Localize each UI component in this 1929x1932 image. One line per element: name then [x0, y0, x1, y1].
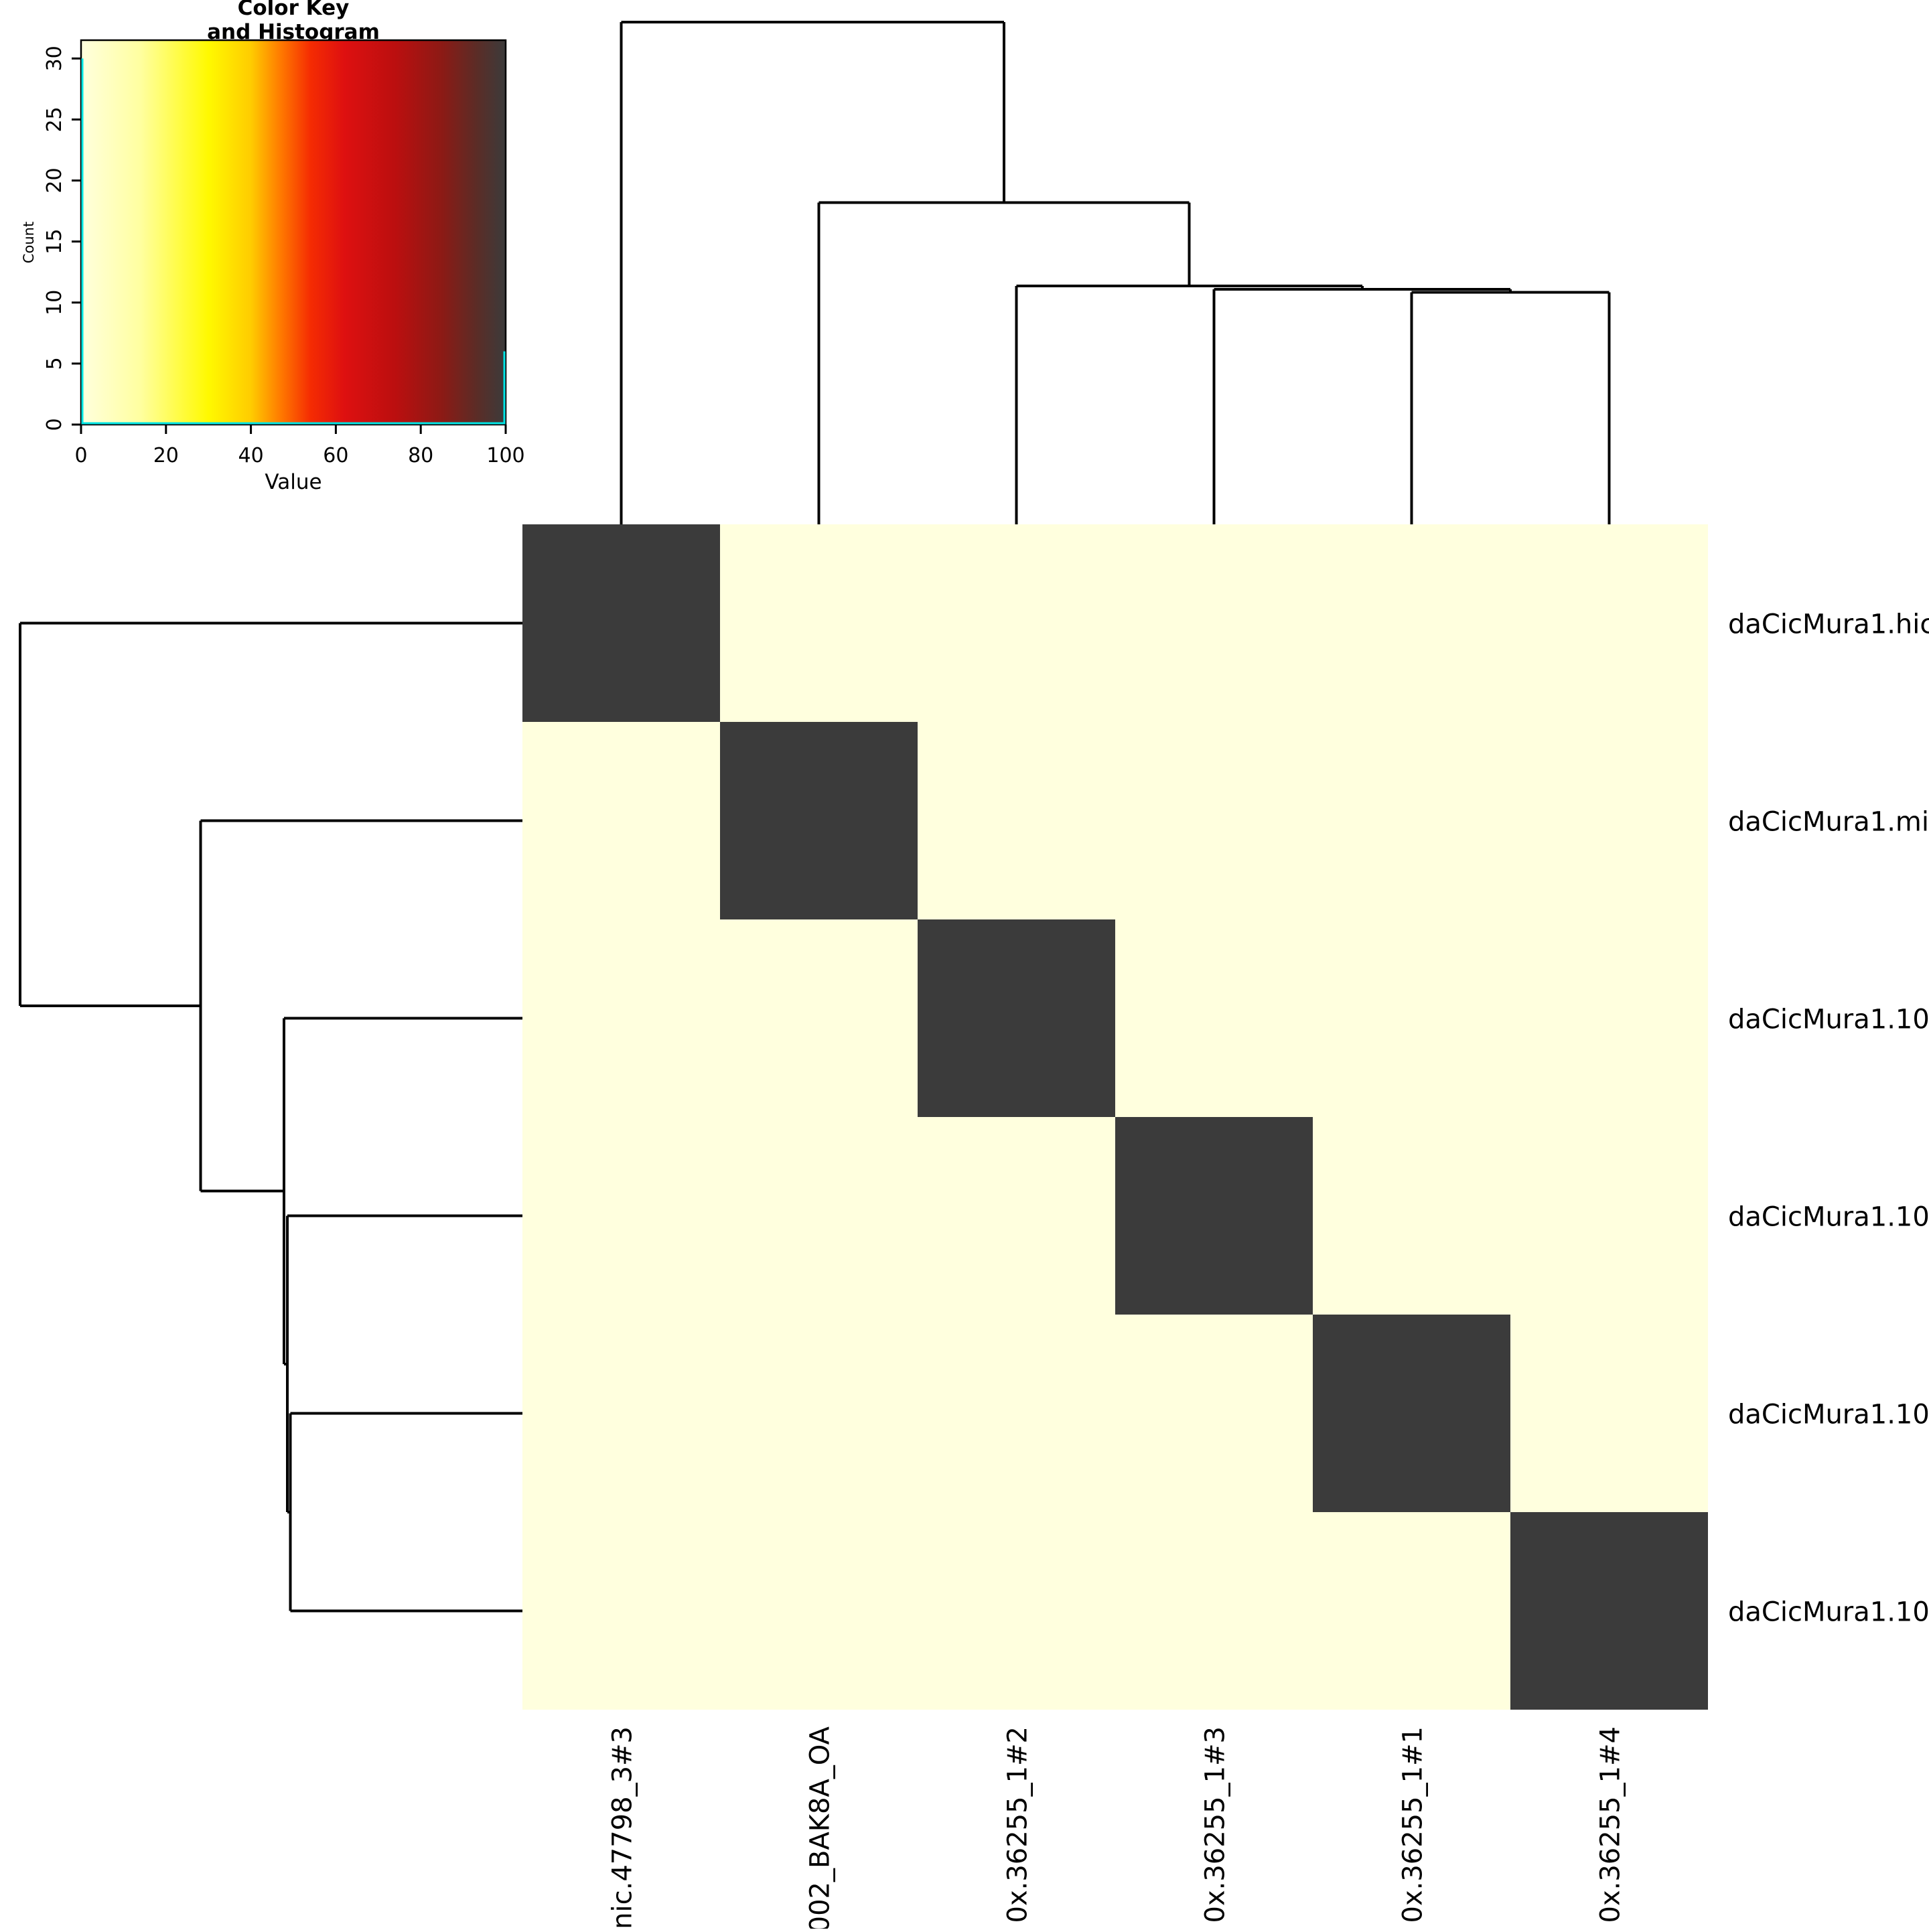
- col-labels: nic.47798_3#3 002_BAK8A_OA 0x.36255_1#2 0x.…: [608, 1726, 1626, 1932]
- y-tick-label: 5: [43, 357, 66, 370]
- heatmap-cell: [1313, 524, 1510, 722]
- row-label: daCicMura1.mi: [1728, 807, 1929, 838]
- heatmap-cell: [1313, 1512, 1510, 1710]
- color-key-axes: 0 20 40 60 80 100 0 5 10 15 20 25 30: [43, 46, 525, 467]
- heatmap-cell: [918, 524, 1115, 722]
- heatmap-cell: [1510, 524, 1708, 722]
- y-tick-label: 30: [43, 46, 66, 71]
- color-key-swatch: [80, 39, 507, 426]
- heatmap-cell: [522, 1117, 720, 1315]
- heatmap-cell: [1510, 1512, 1708, 1710]
- x-axis-label: Value: [265, 470, 322, 494]
- heatmap-cell: [522, 919, 720, 1117]
- heatmap-cell: [918, 1315, 1115, 1512]
- heatmap-cell: [522, 1512, 720, 1710]
- row-label: daCicMura1.10: [1728, 1597, 1929, 1628]
- color-key-title-line1: Color Key: [238, 0, 350, 20]
- row-label: daCicMura1.10: [1728, 1400, 1929, 1430]
- heatmap-cell: [918, 1512, 1115, 1710]
- x-tick-label: 80: [408, 444, 433, 467]
- col-label: 0x.36255_1#4: [1595, 1726, 1626, 1923]
- heatmap-cell: [918, 1117, 1115, 1315]
- x-tick-label: 60: [323, 444, 348, 467]
- col-label: 002_BAK8A_OA: [805, 1726, 836, 1929]
- heatmap-cell: [1510, 919, 1708, 1117]
- heatmap-cell: [1510, 722, 1708, 919]
- heatmap-cell: [1510, 1315, 1708, 1512]
- heatmap-cell: [918, 919, 1115, 1117]
- heatmap-cell: [522, 1315, 720, 1512]
- heatmap-cell: [522, 722, 720, 919]
- column-dendrogram: [620, 21, 1611, 524]
- y-tick-label: 20: [43, 167, 66, 193]
- heatmap-cell: [1313, 919, 1510, 1117]
- x-tick-label: 0: [74, 444, 87, 467]
- col-label: 0x.36255_1#2: [1003, 1726, 1033, 1923]
- histogram-trace: [81, 58, 506, 425]
- color-key: Color Key and Histogram 0 20 40 60 80 1000510…: [21, 0, 525, 494]
- heatmap-cell: [720, 722, 918, 919]
- heatmap-cell: [720, 1512, 918, 1710]
- heatmap-cell: [1313, 1117, 1510, 1315]
- y-tick-label: 0: [43, 418, 66, 431]
- col-label: 0x.36255_1#3: [1200, 1726, 1231, 1923]
- x-tick-label: 40: [238, 444, 264, 467]
- heatmap-cell: [1115, 1117, 1313, 1315]
- row-dendrogram: [19, 621, 522, 1613]
- heatmap-cell: [1115, 722, 1313, 919]
- row-label: daCicMura1.hic: [1728, 609, 1929, 640]
- heatmap-cell: [1115, 1512, 1313, 1710]
- col-label: nic.47798_3#3: [608, 1726, 638, 1929]
- heatmap-cell: [522, 524, 720, 722]
- heatmap-cell: [1115, 1315, 1313, 1512]
- heatmap-cell: [1510, 1117, 1708, 1315]
- x-tick-label: 100: [486, 444, 524, 467]
- heatmap-cell: [720, 1315, 918, 1512]
- row-label: daCicMura1.10: [1728, 1202, 1929, 1233]
- heatmap-cell: [918, 722, 1115, 919]
- heatmap-cell: [1313, 1315, 1510, 1512]
- row-labels: daCicMura1.hic daCicMura1.mi daCicMura1.10…: [1728, 609, 1929, 1628]
- heatmap-cell: [720, 524, 918, 722]
- y-tick-label: 15: [43, 229, 66, 254]
- col-label: 0x.36255_1#1: [1398, 1726, 1429, 1923]
- heatmap-cell: [1115, 919, 1313, 1117]
- y-tick-label: 25: [43, 106, 66, 132]
- heatmap-cell: [720, 919, 918, 1117]
- y-axis-label: Count: [21, 222, 37, 263]
- heatmap-cell: [1313, 722, 1510, 919]
- heatmap-cell: [720, 1117, 918, 1315]
- heatmap-cell: [1115, 524, 1313, 722]
- x-tick-label: 20: [153, 444, 179, 467]
- y-tick-label: 10: [43, 290, 66, 315]
- heatmap-grid: [522, 524, 1708, 1710]
- row-label: daCicMura1.10: [1728, 1005, 1929, 1035]
